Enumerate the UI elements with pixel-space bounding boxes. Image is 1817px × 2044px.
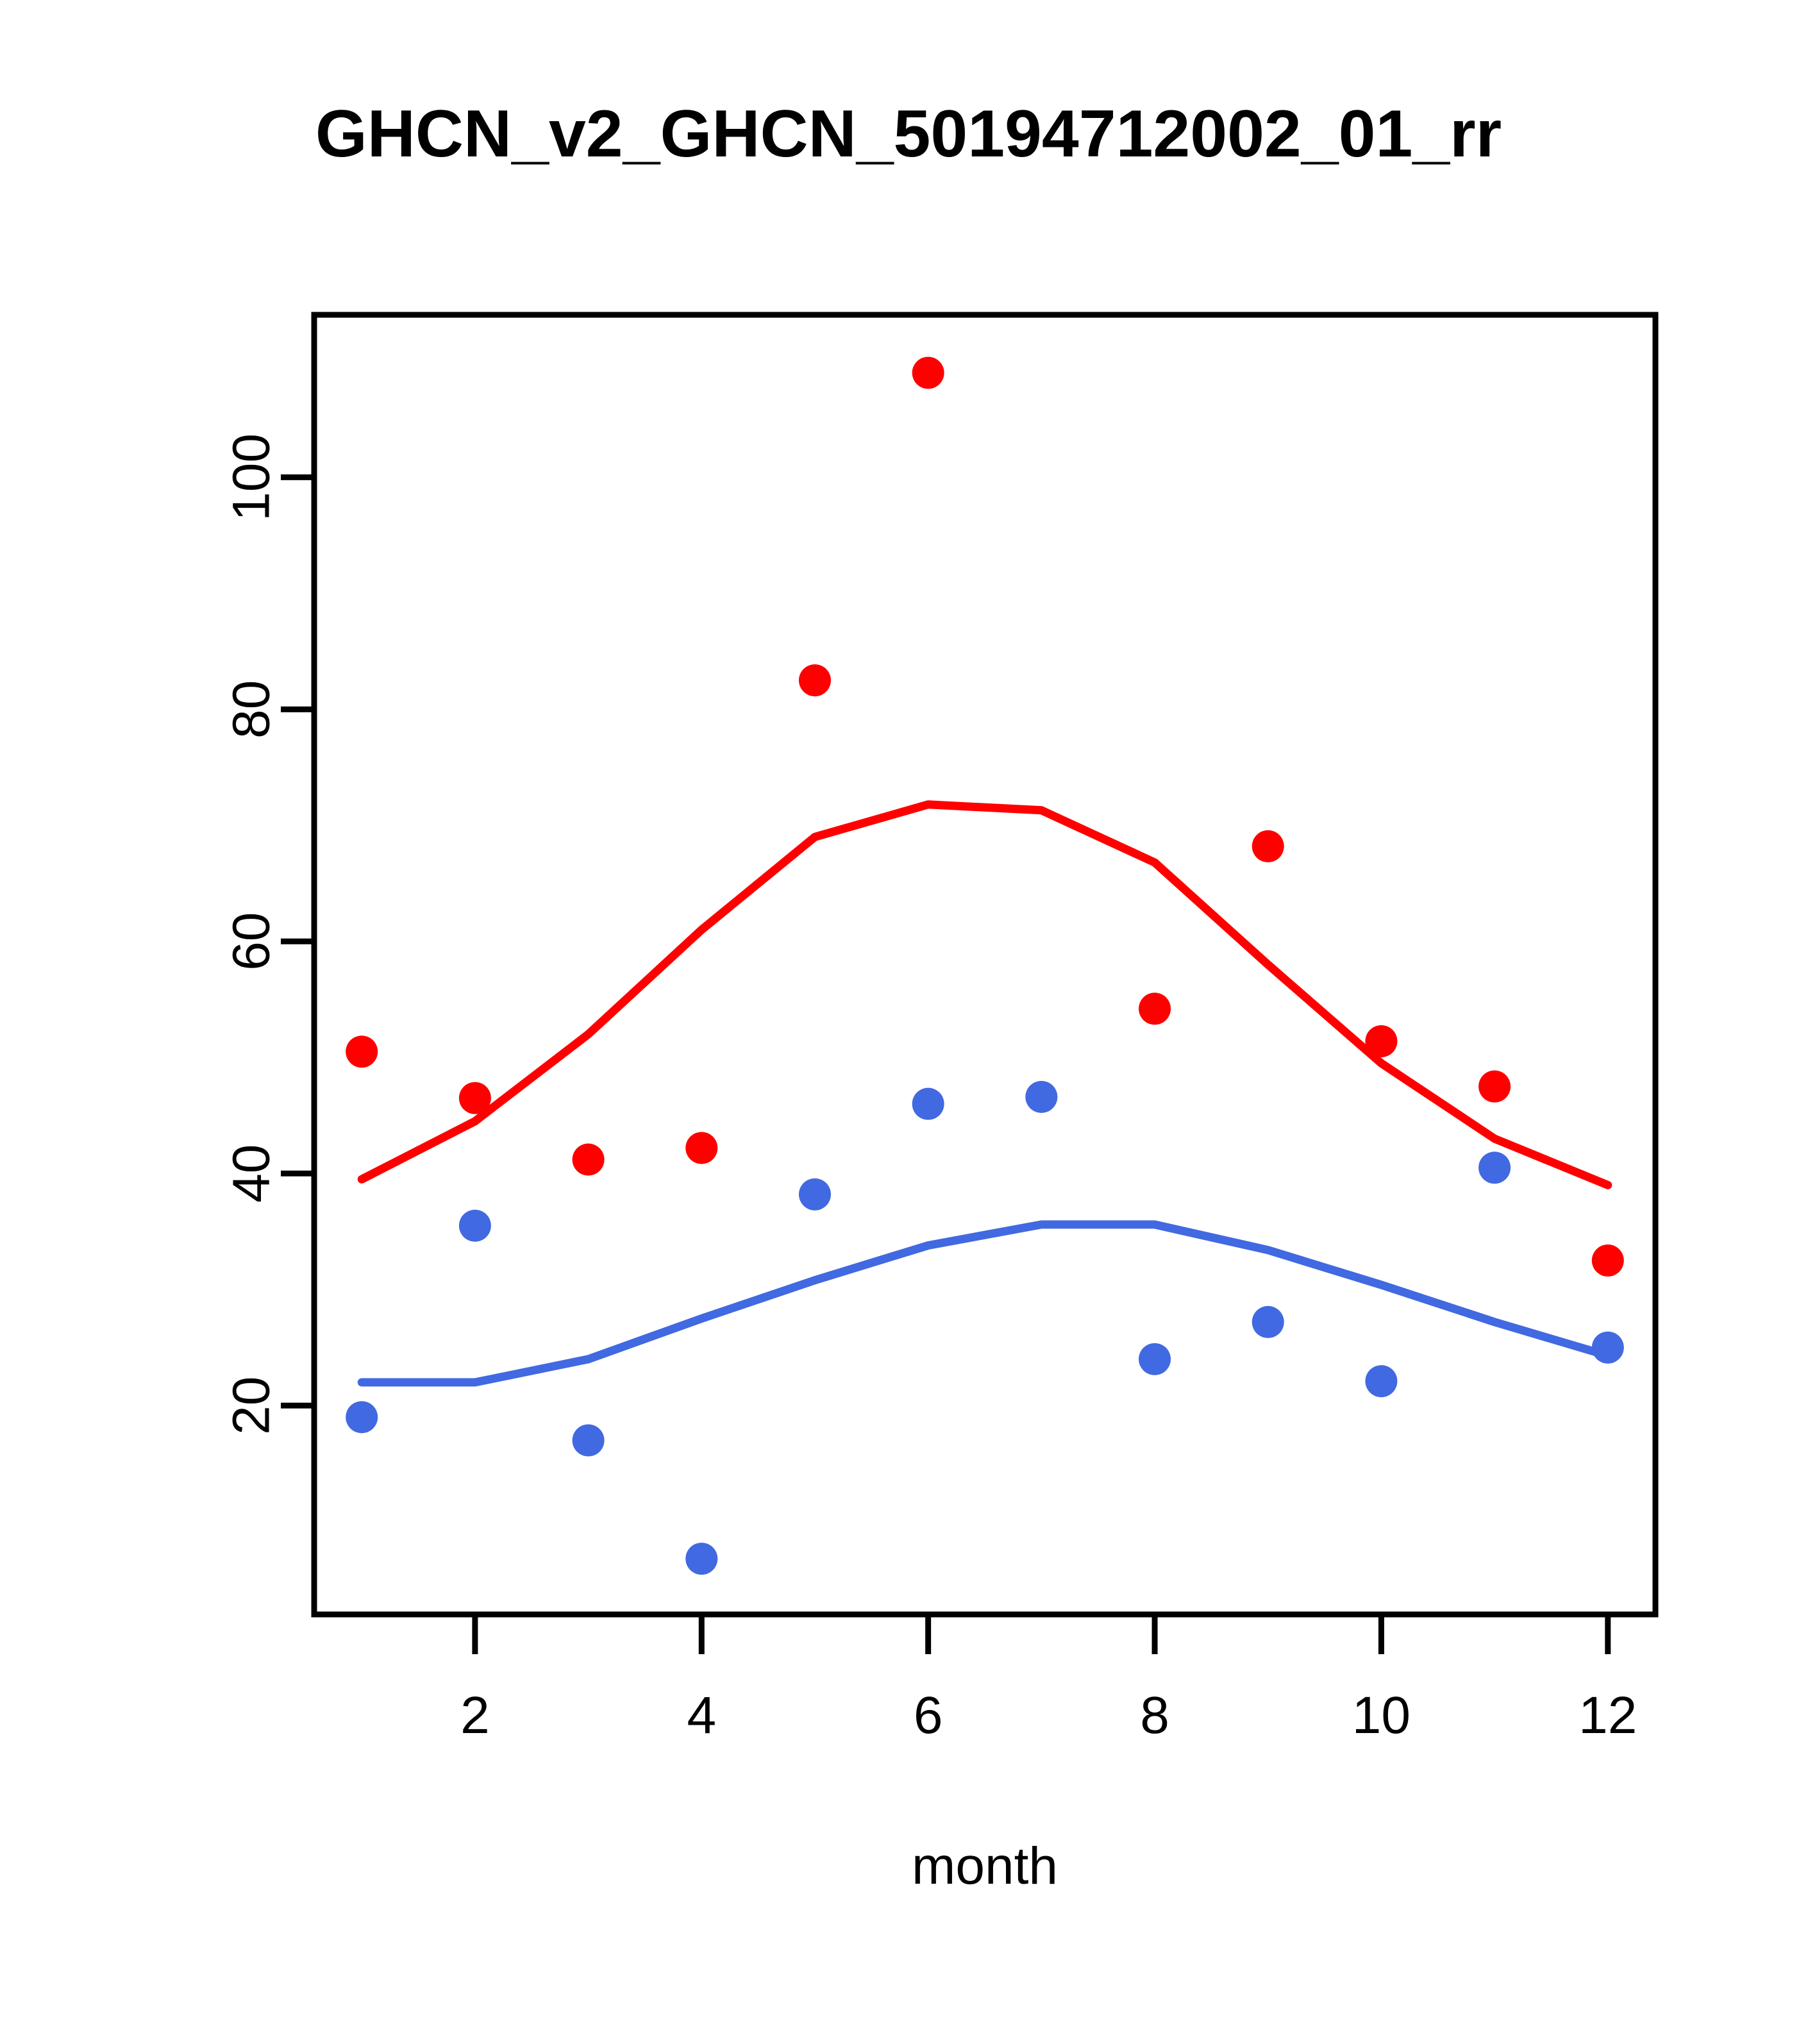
data-point (458, 1082, 491, 1114)
data-point (912, 1087, 944, 1120)
axis-labels-group: month (912, 1837, 1058, 1895)
data-point (685, 1543, 718, 1575)
data-point (1365, 1025, 1398, 1057)
data-point (1365, 1365, 1398, 1398)
data-point (1139, 1343, 1171, 1375)
x-tick-label: 8 (1140, 1686, 1169, 1745)
data-point (1478, 1070, 1511, 1103)
data-point (1478, 1152, 1511, 1184)
plot-frame (311, 312, 1659, 1618)
trend-line-red-smooth-line (357, 800, 1612, 1189)
x-tick-label: 12 (1578, 1686, 1637, 1745)
plot-border (311, 312, 1659, 1618)
y-tick-label: 80 (222, 680, 281, 739)
data-point (346, 1401, 378, 1434)
data-point (798, 1178, 831, 1210)
y-axis: 20 40 60 80 100 (222, 433, 314, 1435)
data-point (458, 1209, 491, 1242)
trend-line-blue-smooth-line (357, 1220, 1612, 1387)
data-point (572, 1143, 605, 1176)
y-tick-label: 40 (222, 1144, 281, 1203)
x-tick-label: 4 (687, 1686, 716, 1745)
data-series-group (346, 356, 1624, 1575)
data-point (798, 664, 831, 697)
data-point (1591, 1244, 1624, 1277)
x-axis: 2 4 6 8 10 12 (460, 1614, 1637, 1745)
data-point (1025, 1080, 1058, 1113)
x-tick-label: 10 (1352, 1686, 1411, 1745)
data-point (1252, 1305, 1284, 1338)
x-axis-title: month (912, 1837, 1058, 1895)
data-point (1252, 830, 1284, 862)
data-point (346, 1035, 378, 1068)
data-point (1139, 993, 1171, 1025)
data-point (912, 356, 944, 389)
x-tick-label: 6 (914, 1686, 943, 1745)
y-tick-label: 60 (222, 912, 281, 971)
data-point (685, 1132, 718, 1164)
y-tick-label: 100 (222, 433, 281, 521)
page-title: GHCN_v2_GHCN_50194712002_01_rr (315, 97, 1502, 171)
y-tick-label: 20 (222, 1377, 281, 1435)
data-point (572, 1424, 605, 1457)
x-tick-label: 2 (460, 1686, 490, 1745)
